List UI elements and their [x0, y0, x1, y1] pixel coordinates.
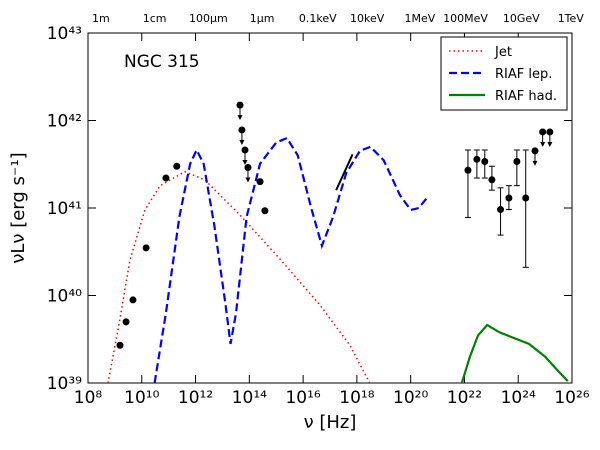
x-tick-label: 10¹⁶: [285, 388, 320, 408]
y-tick-label: 10⁴³: [47, 24, 82, 44]
data-point: [522, 194, 530, 202]
data-point: [256, 178, 264, 186]
upper-limit-head: [532, 160, 538, 166]
data-point: [129, 296, 137, 304]
model-curve: [107, 170, 371, 383]
top-tick-label: 1μm: [250, 12, 275, 25]
data-point: [481, 157, 489, 165]
data-point: [488, 176, 496, 184]
xray-spectrum: [335, 153, 354, 191]
legend-label: Jet: [494, 45, 512, 60]
data-point: [505, 194, 513, 202]
x-tick-label: 10²²: [447, 388, 482, 408]
upper-limit-head: [245, 177, 251, 183]
data-point: [513, 157, 521, 165]
top-tick-label: 1TeV: [558, 12, 585, 25]
data-point: [473, 155, 481, 163]
model-curve: [153, 136, 428, 383]
top-tick-label: 10keV: [350, 12, 385, 25]
x-tick-label: 10¹⁰: [124, 388, 159, 408]
data-point: [122, 318, 130, 326]
data-point: [497, 206, 505, 214]
model-curve: [460, 323, 569, 383]
data-point: [464, 166, 472, 174]
data-point: [261, 207, 269, 215]
y-axis-label: νLν [erg s⁻¹]: [8, 152, 29, 263]
legend-label: RIAF had.: [495, 89, 557, 104]
legend-label: RIAF lep.: [495, 67, 552, 82]
x-tick-label: 10²⁰: [393, 388, 428, 408]
x-tick-label: 10²⁶: [554, 388, 589, 408]
upper-limit-head: [237, 115, 243, 121]
x-tick-label: 10¹⁴: [232, 388, 267, 408]
data-point: [173, 162, 181, 170]
annotation: NGC 315: [124, 52, 200, 72]
upper-limit-head: [540, 141, 546, 147]
x-tick-label: 10¹²: [178, 388, 213, 408]
x-axis-label: ν [Hz]: [304, 412, 357, 433]
y-tick-label: 10⁴²: [47, 112, 82, 132]
y-tick-label: 10³⁹: [47, 374, 82, 394]
y-tick-label: 10⁴⁰: [47, 287, 82, 307]
top-tick-label: 100μm: [189, 12, 228, 25]
data-point: [142, 244, 150, 252]
x-tick-label: 10¹⁸: [339, 388, 374, 408]
top-tick-label: 1MeV: [404, 12, 435, 25]
top-tick-label: 1m: [92, 12, 110, 25]
upper-limit-head: [547, 141, 553, 147]
x-tick-label: 10²⁴: [501, 388, 536, 408]
x-tick-label: 10⁸: [74, 388, 103, 408]
upper-limit-head: [239, 139, 245, 145]
top-tick-label: 10GeV: [503, 12, 540, 25]
top-tick-label: 100MeV: [443, 12, 488, 25]
upper-limit-head: [242, 160, 248, 166]
data-point: [162, 174, 170, 182]
top-tick-label: 0.1keV: [299, 12, 337, 25]
y-tick-label: 10⁴¹: [47, 199, 82, 219]
plot-area: [107, 101, 569, 383]
top-tick-label: 1cm: [143, 12, 167, 25]
data-point: [116, 341, 124, 349]
